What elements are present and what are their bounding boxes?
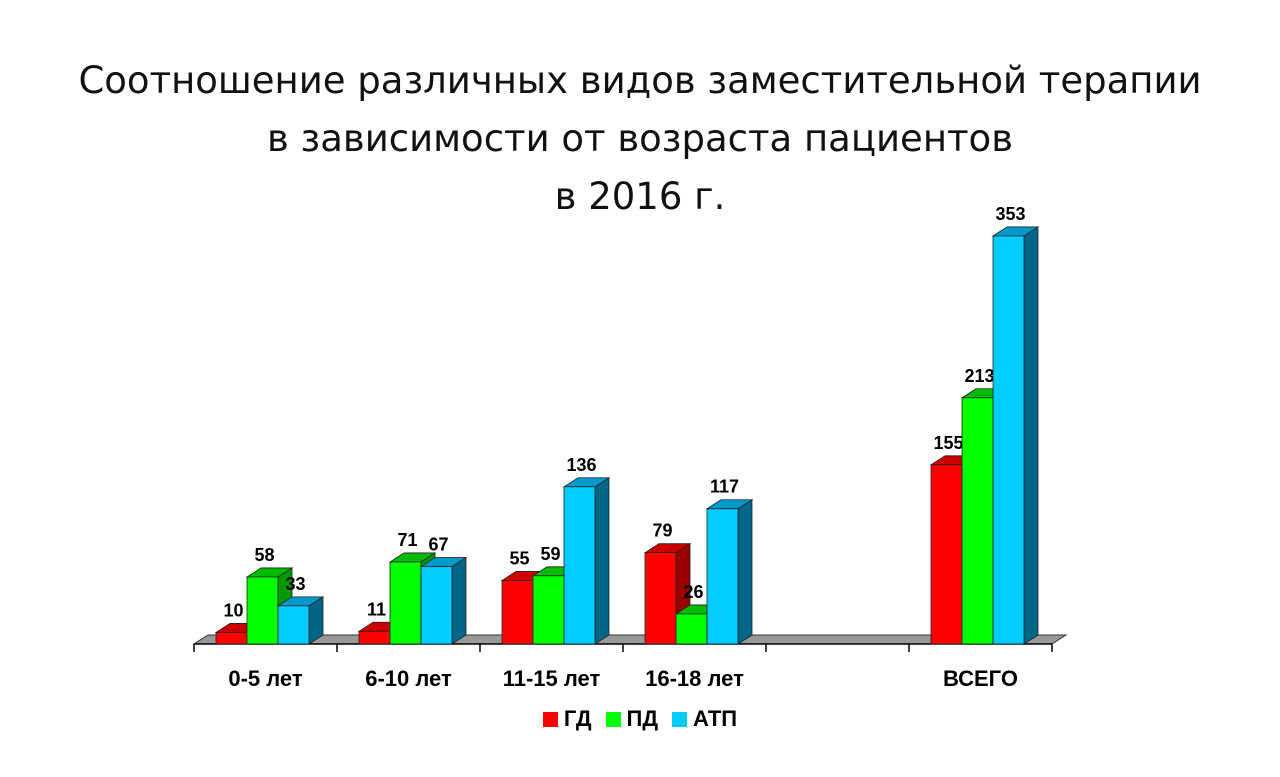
- legend-swatch-pd: [605, 711, 621, 727]
- chart-title: Соотношение различных видов заместительн…: [0, 52, 1280, 226]
- legend: ГД ПД АТП: [0, 706, 1280, 732]
- legend-label-atp: АТП: [693, 706, 738, 731]
- title-line-1: Соотношение различных видов заместительн…: [78, 59, 1202, 102]
- bar: [992, 235, 1025, 645]
- bar: [358, 630, 391, 645]
- data-label: 79: [652, 521, 672, 541]
- legend-label-gd: ГД: [563, 706, 592, 731]
- data-label: 33: [285, 574, 305, 594]
- bar: [930, 464, 963, 645]
- x-tick-label: 0-5 лет: [228, 666, 303, 691]
- data-label: 59: [540, 544, 560, 564]
- title-line-2: в зависимости от возраста пациентов: [266, 117, 1014, 160]
- bar-side: [737, 499, 753, 645]
- bar: [706, 508, 739, 645]
- data-label: 55: [509, 548, 529, 568]
- bar: [389, 561, 422, 645]
- data-label: 71: [397, 530, 417, 550]
- x-tick-label: ВСЕГО: [943, 666, 1018, 691]
- bar: [961, 397, 994, 645]
- bar: [420, 566, 453, 645]
- legend-swatch-atp: [672, 711, 688, 727]
- bar: [675, 613, 708, 645]
- data-label: 26: [683, 582, 703, 602]
- data-label: 155: [933, 433, 963, 453]
- data-label: 213: [964, 366, 994, 386]
- bar: [532, 575, 565, 645]
- bar-side: [1023, 226, 1039, 645]
- legend-swatch-gd: [542, 711, 558, 727]
- legend-label-pd: ПД: [626, 706, 659, 731]
- x-tick-label: 6-10 лет: [365, 666, 452, 691]
- data-label: 10: [223, 600, 243, 620]
- bar: [644, 552, 677, 645]
- bar-side: [594, 477, 610, 645]
- data-label: 58: [254, 545, 274, 565]
- data-label: 67: [428, 535, 448, 555]
- data-label: 117: [710, 477, 739, 497]
- bar: [501, 580, 534, 645]
- bar: [246, 576, 279, 645]
- data-label: 353: [995, 204, 1025, 224]
- x-tick-label: 11-15 лет: [503, 666, 601, 691]
- bar: [563, 486, 596, 645]
- x-tick-label: 16-18 лет: [645, 666, 744, 691]
- data-label: 136: [566, 455, 596, 475]
- bar-side: [451, 556, 467, 645]
- bar: [277, 605, 310, 645]
- title-line-3: в 2016 г.: [554, 175, 726, 218]
- legend-item-atp: АТП: [672, 706, 737, 732]
- data-label: 11: [367, 599, 386, 619]
- legend-item-gd: ГД: [542, 706, 592, 732]
- bar: [215, 632, 248, 645]
- legend-item-pd: ПД: [605, 706, 659, 732]
